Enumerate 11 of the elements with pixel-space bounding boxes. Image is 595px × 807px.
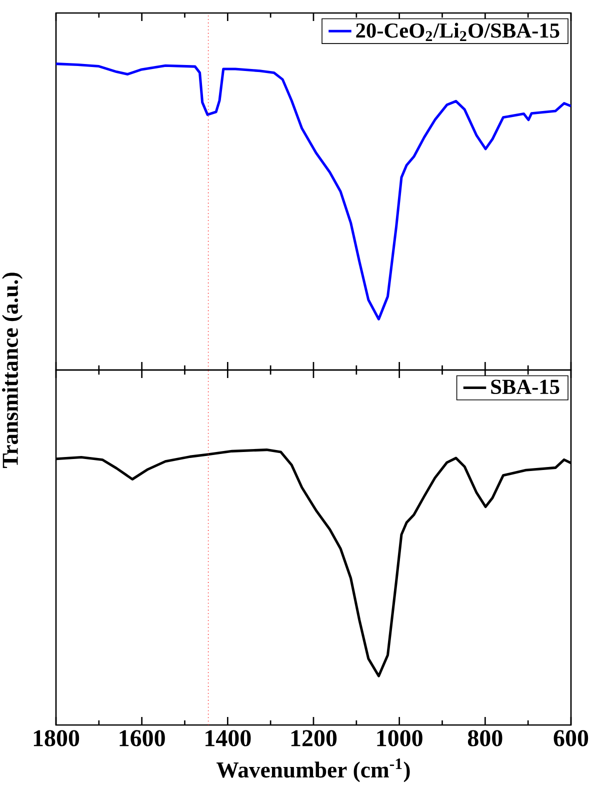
x-tick-label: 1200 [291,730,337,746]
x-tick-label: 800 [468,730,502,746]
y-axis-title: Transmittance (a.u.) [2,272,23,468]
x-tick-label: 1000 [377,730,422,746]
legend-label: SBA-15 [491,380,560,394]
legend-label: 20-CeO$_{2}$/Li$_{2}$O/SBA-15 [356,22,560,42]
x-tick-label: 600 [554,730,588,746]
x-tick-label: 1600 [120,730,165,746]
x-tick-label: 1400 [206,730,251,746]
x-axis-title: Wavenumber (cm$^{-1}$) [216,758,410,782]
x-tick-label: 1800 [34,730,80,746]
